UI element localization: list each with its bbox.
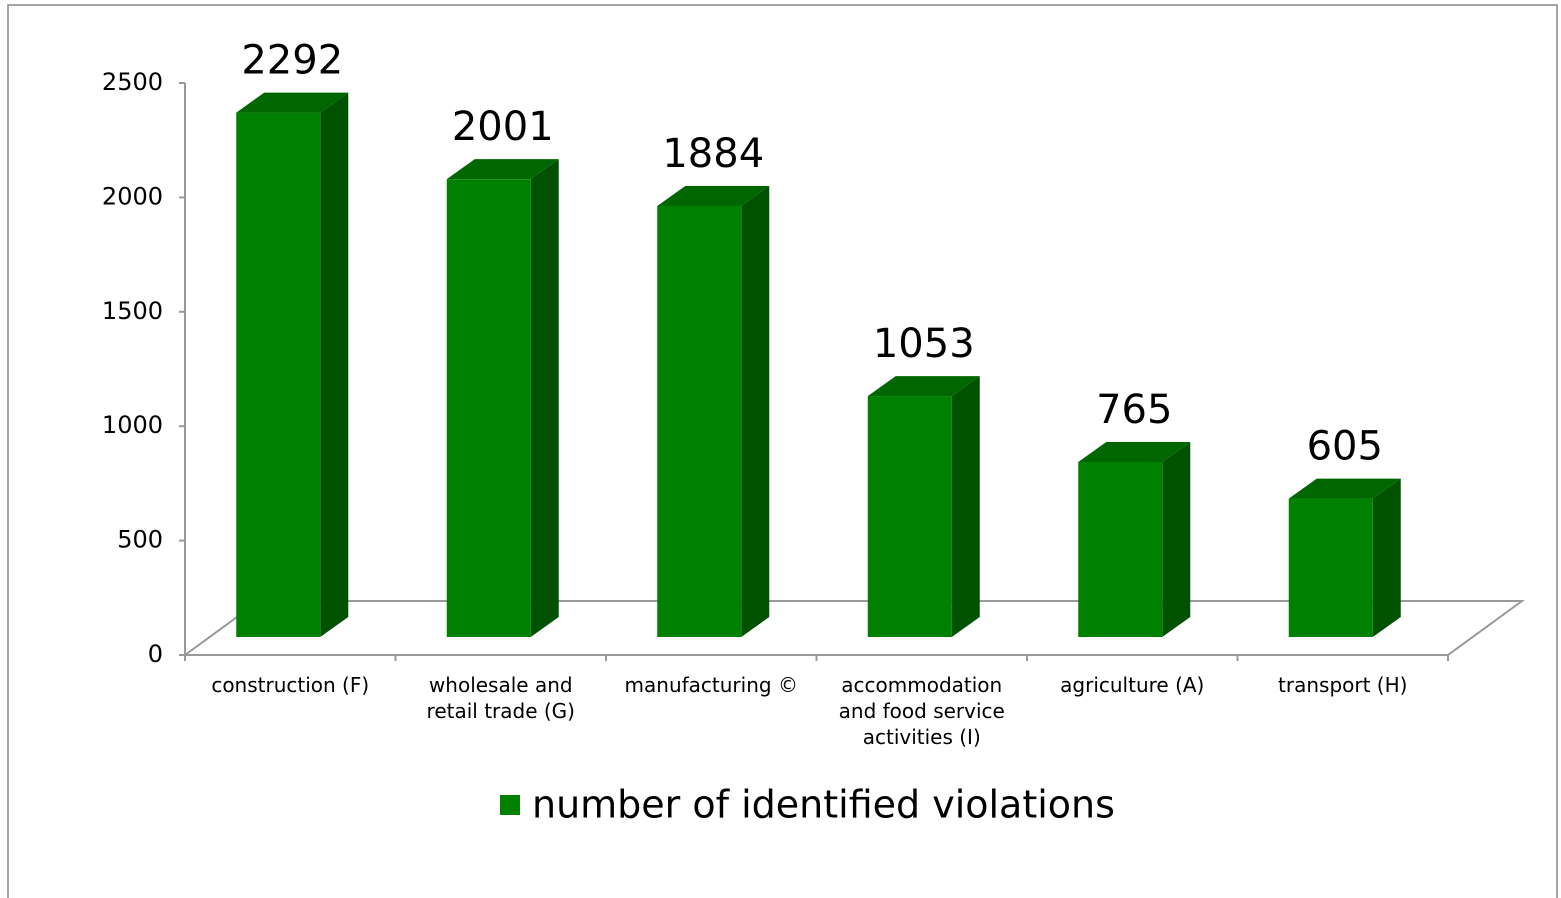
bar-top (1288, 478, 1401, 499)
y-tick-label: 2000 (102, 182, 163, 210)
bar (236, 112, 321, 638)
bar-side (1372, 478, 1401, 637)
value-label: 1053 (873, 321, 975, 367)
x-tick-label: manufacturing © (624, 673, 798, 697)
bar-side (741, 185, 770, 637)
bar (1078, 461, 1163, 637)
y-tick-label: 1500 (102, 297, 163, 325)
chart-frame (7, 4, 1558, 898)
legend-swatch (500, 795, 520, 815)
x-tick-label: transport (H) (1278, 673, 1408, 697)
bar-side (951, 376, 980, 637)
x-tick-label: construction (F) (211, 673, 370, 697)
value-label: 2292 (241, 38, 343, 84)
x-tick-label: accommodation and food service activitie… (838, 673, 1005, 749)
value-label: 2001 (452, 104, 554, 150)
bar (1288, 498, 1373, 637)
bar-top (446, 159, 559, 180)
bar-side (530, 159, 559, 637)
bar-top (867, 376, 980, 397)
value-label: 1884 (662, 131, 764, 177)
bar (657, 205, 742, 637)
y-tick-label: 0 (148, 640, 163, 668)
bar-side (320, 92, 349, 638)
bar-side (1162, 441, 1191, 637)
x-tick-label: wholesale and retail trade (G) (426, 673, 575, 723)
legend-label: number of identified violations (532, 783, 1115, 827)
bar-top (1078, 441, 1191, 462)
y-tick-label: 2500 (102, 68, 163, 96)
bar (446, 179, 531, 637)
bar (867, 396, 952, 637)
y-tick-label: 1000 (102, 411, 163, 439)
y-tick-label: 500 (117, 526, 163, 554)
x-tick-label: agriculture (A) (1060, 673, 1205, 697)
value-label: 765 (1096, 387, 1172, 433)
value-label: 605 (1307, 424, 1383, 470)
bar-top (236, 92, 349, 113)
bar-top (657, 185, 770, 206)
